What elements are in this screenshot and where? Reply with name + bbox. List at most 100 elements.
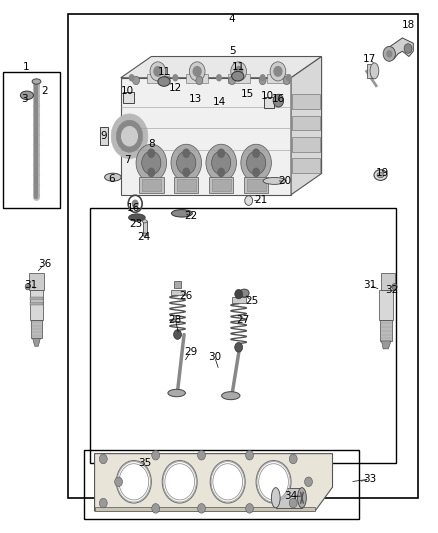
Text: 21: 21	[254, 195, 267, 205]
Circle shape	[193, 67, 201, 76]
Text: 7: 7	[124, 155, 131, 165]
Circle shape	[171, 144, 201, 181]
Ellipse shape	[105, 173, 121, 181]
Circle shape	[273, 94, 284, 107]
Bar	[380, 320, 392, 341]
Circle shape	[245, 196, 253, 205]
Bar	[379, 290, 393, 320]
Ellipse shape	[142, 233, 147, 236]
Text: 20: 20	[278, 176, 291, 187]
Bar	[100, 127, 108, 146]
Circle shape	[132, 199, 139, 208]
Text: 2: 2	[41, 86, 48, 96]
Circle shape	[119, 464, 149, 500]
Ellipse shape	[20, 91, 33, 100]
Circle shape	[217, 149, 225, 158]
Circle shape	[148, 167, 155, 177]
Circle shape	[117, 120, 143, 152]
Circle shape	[182, 149, 190, 158]
Circle shape	[241, 144, 272, 181]
Ellipse shape	[168, 389, 185, 397]
Text: 27: 27	[237, 314, 250, 325]
Bar	[292, 158, 320, 173]
Bar	[292, 116, 320, 131]
Ellipse shape	[263, 177, 286, 184]
Circle shape	[383, 46, 396, 61]
Circle shape	[154, 67, 162, 76]
Circle shape	[198, 450, 205, 460]
Bar	[30, 290, 42, 320]
Circle shape	[152, 450, 159, 460]
Bar	[276, 488, 302, 508]
Circle shape	[283, 76, 290, 85]
Bar	[244, 177, 268, 193]
Text: 11: 11	[232, 62, 245, 72]
Bar	[292, 137, 320, 152]
Text: 17: 17	[363, 54, 376, 64]
Circle shape	[259, 76, 266, 85]
Text: 33: 33	[363, 474, 376, 484]
Bar	[68, 14, 418, 498]
Ellipse shape	[297, 488, 306, 508]
Ellipse shape	[158, 77, 170, 86]
Text: 29: 29	[184, 346, 197, 357]
Bar	[30, 297, 42, 300]
Circle shape	[392, 284, 397, 290]
Circle shape	[235, 289, 243, 299]
Circle shape	[213, 464, 243, 500]
Ellipse shape	[142, 220, 147, 223]
Circle shape	[25, 284, 30, 290]
Text: 22: 22	[184, 211, 197, 221]
Circle shape	[274, 67, 282, 76]
Circle shape	[163, 76, 170, 85]
Circle shape	[247, 151, 266, 174]
Bar	[367, 64, 373, 78]
Circle shape	[189, 62, 205, 81]
Polygon shape	[121, 78, 291, 195]
Circle shape	[142, 151, 161, 174]
Text: 1: 1	[23, 62, 29, 72]
Circle shape	[235, 343, 243, 352]
Circle shape	[173, 330, 181, 340]
Ellipse shape	[377, 172, 384, 177]
Circle shape	[148, 149, 155, 158]
Circle shape	[182, 167, 190, 177]
Circle shape	[150, 62, 166, 81]
Ellipse shape	[232, 71, 244, 81]
Bar	[90, 208, 396, 463]
Ellipse shape	[129, 214, 145, 221]
Bar	[30, 302, 42, 305]
Bar	[3, 72, 60, 208]
Circle shape	[117, 461, 151, 503]
Ellipse shape	[272, 488, 280, 508]
Text: 12: 12	[169, 83, 182, 93]
Text: 25: 25	[245, 296, 258, 306]
Bar	[381, 273, 395, 290]
Circle shape	[304, 477, 312, 487]
Text: 15: 15	[241, 88, 254, 99]
Text: 23: 23	[129, 219, 143, 229]
Circle shape	[235, 67, 243, 76]
Bar	[186, 74, 208, 83]
Bar	[143, 221, 148, 235]
Bar	[147, 74, 169, 83]
Circle shape	[152, 504, 159, 513]
Circle shape	[111, 114, 148, 159]
Circle shape	[289, 454, 297, 464]
Ellipse shape	[240, 289, 249, 297]
Bar	[267, 74, 289, 83]
Circle shape	[259, 464, 288, 500]
Bar	[264, 98, 274, 108]
Polygon shape	[95, 454, 332, 511]
Polygon shape	[386, 38, 413, 59]
Ellipse shape	[222, 392, 240, 400]
Ellipse shape	[374, 169, 387, 180]
Bar	[228, 74, 250, 83]
Circle shape	[206, 144, 237, 181]
Text: 10: 10	[121, 86, 134, 96]
Circle shape	[246, 450, 254, 460]
Text: 5: 5	[229, 46, 235, 56]
Bar	[139, 177, 163, 193]
Ellipse shape	[32, 79, 41, 84]
Circle shape	[129, 74, 135, 82]
